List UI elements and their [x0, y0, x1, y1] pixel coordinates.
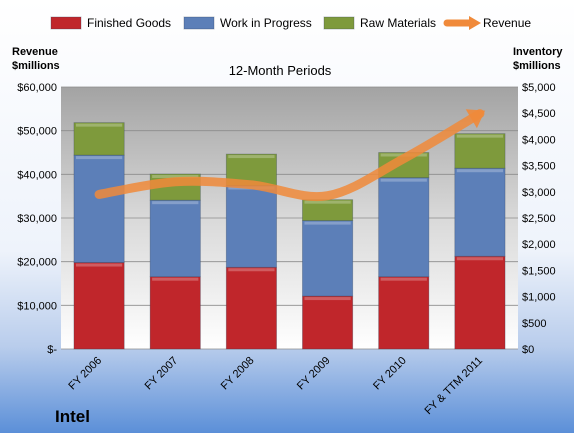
bar-highlight: [304, 297, 351, 301]
left-tick-label: $50,000: [17, 126, 57, 138]
right-tick-label: $5,000: [522, 82, 556, 94]
right-tick-label: $1,500: [522, 265, 556, 277]
revenue-line: [94, 109, 486, 202]
bar-highlight: [456, 134, 504, 138]
bar-segment: [149, 199, 201, 278]
bar-highlight: [304, 200, 351, 204]
bar-highlight: [152, 174, 199, 178]
bar-highlight: [456, 169, 504, 173]
bar-highlight: [75, 123, 123, 127]
bar-segment: [73, 262, 125, 350]
right-tick-label: $3,000: [522, 187, 556, 199]
legend-label: Work in Progress: [220, 16, 312, 30]
legend-swatch: [183, 16, 215, 30]
bar-highlight: [75, 263, 123, 267]
legend-label: Raw Materials: [360, 16, 436, 30]
bar-highlight: [456, 257, 504, 261]
left-tick-label: $30,000: [17, 213, 57, 225]
left-axis-title-line2: $millions: [12, 60, 60, 72]
company-name: Intel: [55, 407, 90, 426]
right-tick-label: $2,500: [522, 213, 556, 225]
legend-swatch: [50, 16, 82, 30]
left-tick-label: $20,000: [17, 257, 57, 269]
bar-highlight: [228, 268, 275, 272]
left-axis-ticks: $- $10,000 $20,000 $30,000 $40,000 $50,000 $60…: [17, 82, 57, 356]
legend-label: Finished Goods: [87, 16, 171, 30]
right-tick-label: $4,500: [522, 108, 556, 120]
legend-label: Revenue: [483, 16, 531, 30]
bar-segment: [225, 185, 277, 268]
right-axis-title-line2: $millions: [513, 60, 561, 72]
legend-swatch-arrow: [469, 16, 481, 30]
bar-highlight: [380, 178, 427, 182]
bar-segment: [73, 122, 125, 156]
left-tick-label: $10,000: [17, 300, 57, 312]
bar-segment: [454, 133, 506, 169]
left-axis-title-line1: Revenue: [12, 46, 58, 58]
bar-highlight: [228, 155, 275, 159]
right-tick-label: $2,000: [522, 239, 556, 251]
legend: Finished Goods Work in Progress Raw Materi…: [50, 16, 531, 30]
bar-series: [73, 122, 506, 350]
bar-segment: [73, 154, 125, 263]
left-tick-label: $40,000: [17, 169, 57, 181]
revenue-arrowhead: [465, 109, 486, 129]
left-tick-label: $-: [47, 344, 57, 356]
bar-segment: [225, 266, 277, 350]
right-tick-label: $3,500: [522, 161, 556, 173]
bar-segment: [302, 220, 354, 297]
legend-swatch: [323, 16, 355, 30]
right-tick-label: $1,000: [522, 292, 556, 304]
bar-segment: [378, 276, 430, 350]
bar-segment: [378, 177, 430, 278]
bar-highlight: [304, 221, 351, 225]
bar-highlight: [152, 277, 199, 281]
right-tick-label: $4,000: [522, 134, 556, 146]
bar-highlight: [75, 156, 123, 160]
left-tick-label: $60,000: [17, 82, 57, 94]
bar-segment: [302, 295, 354, 350]
right-tick-label: $500: [522, 318, 546, 330]
right-axis-ticks: $0 $500 $1,000 $1,500 $2,000 $2,500 $3,000 $3,5…: [522, 82, 556, 356]
bar-segment: [454, 167, 506, 257]
bar-highlight: [380, 277, 427, 281]
right-tick-label: $0: [522, 344, 534, 356]
bar-segment: [149, 276, 201, 350]
gridlines: [61, 86, 518, 350]
bar-highlight: [152, 201, 199, 205]
revenue-line-path: [94, 109, 485, 202]
bar-segment: [454, 255, 506, 350]
chart-subtitle: 12-Month Periods: [229, 63, 332, 78]
right-axis-title-line1: Inventory: [513, 46, 563, 58]
